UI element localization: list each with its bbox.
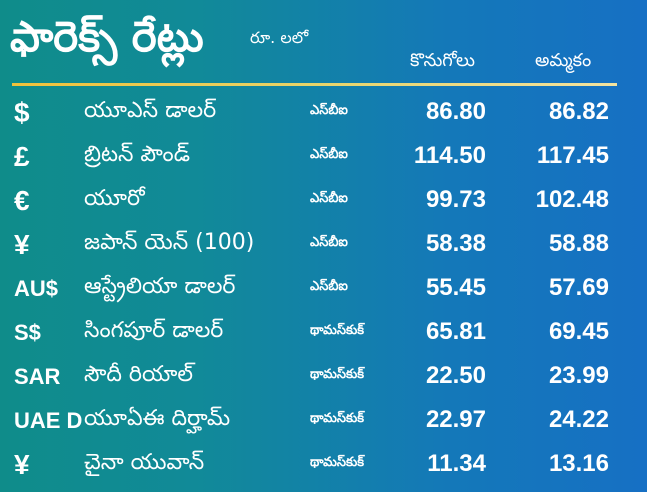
- rate-row-gbp: £ బ్రిటన్ పౌండ్ ఎస్‌బీఐ 114.50 117.45: [0, 138, 647, 182]
- sell-rate: 102.48: [535, 186, 609, 213]
- rate-source: థామస్‌కుక్: [310, 323, 365, 338]
- rate-source: ఎస్‌బీఐ: [310, 235, 348, 250]
- rate-row-cny: ¥ చైనా యువాన్ థామస్‌కుక్ 11.34 13.16: [0, 446, 647, 490]
- currency-name: సౌదీ రియాల్: [84, 362, 193, 387]
- rates-table: $ యూఎస్ డాలర్ ఎస్‌బీఐ 86.80 86.82 £ బ్రి…: [0, 94, 647, 490]
- buy-rate: 99.73: [425, 186, 486, 213]
- currency-name: బ్రిటన్ పౌండ్: [84, 142, 190, 167]
- currency-symbol: £: [14, 141, 30, 172]
- currency-symbol: $: [14, 97, 30, 128]
- buy-rate: 55.45: [425, 274, 486, 301]
- buy-rate: 114.50: [413, 142, 486, 169]
- rate-source: థామస్‌కుక్: [310, 455, 365, 470]
- buy-rate: 65.81: [425, 318, 486, 345]
- currency-symbol: ¥: [14, 229, 30, 260]
- sell-rate: 57.69: [548, 274, 609, 301]
- currency-symbol: €: [14, 185, 30, 216]
- sell-rate: 69.45: [548, 318, 609, 345]
- page-title: ఫారెక్స్ రేట్లు: [10, 12, 204, 61]
- currency-name: జపాన్ యెన్ (100): [84, 230, 255, 255]
- currency-name: యూరో: [84, 186, 145, 211]
- buy-rate: 11.34: [427, 450, 486, 477]
- rate-row-sar: SAR సౌదీ రియాల్ థామస్‌కుక్ 22.50 23.99: [0, 358, 647, 402]
- sell-rate: 58.88: [548, 230, 609, 257]
- rate-source: ఎస్‌బీఐ: [310, 103, 348, 118]
- sell-rate: 117.45: [536, 142, 609, 169]
- currency-name: యూఎస్ డాలర్: [84, 98, 217, 123]
- sell-rate: 24.22: [548, 406, 609, 433]
- buy-rate: 22.50: [425, 362, 486, 389]
- header-divider: [12, 83, 617, 86]
- sell-rate: 13.16: [548, 450, 609, 477]
- currency-name: సింగపూర్ డాలర్: [84, 318, 224, 343]
- rate-row-eur: € యూరో ఎస్‌బీఐ 99.73 102.48: [0, 182, 647, 226]
- rate-row-aed: UAE D యూఏఈ దిర్హామ్ థామస్‌కుక్ 22.97 24.…: [0, 402, 647, 446]
- sell-rate: 86.82: [548, 98, 609, 125]
- currency-symbol: S$: [14, 320, 41, 345]
- currency-name: యూఏఈ దిర్హామ్: [84, 406, 231, 431]
- buy-rate: 58.38: [425, 230, 486, 257]
- buy-rate: 86.80: [425, 98, 486, 125]
- currency-symbol: UAE D: [14, 408, 83, 433]
- buy-column-header: కొనుగోలు: [410, 50, 475, 71]
- rate-row-jpy: ¥ జపాన్ యెన్ (100) ఎస్‌బీఐ 58.38 58.88: [0, 226, 647, 270]
- rate-row-usd: $ యూఎస్ డాలర్ ఎస్‌బీఐ 86.80 86.82: [0, 94, 647, 138]
- rate-source: ఎస్‌బీఐ: [310, 191, 348, 206]
- unit-label: రూ. లలో: [250, 28, 309, 47]
- currency-name: చైనా యువాన్: [84, 450, 205, 475]
- sell-column-header: అమ్మకం: [535, 50, 592, 71]
- currency-symbol: AU$: [14, 276, 59, 301]
- rate-row-sgd: S$ సింగపూర్ డాలర్ థామస్‌కుక్ 65.81 69.45: [0, 314, 647, 358]
- currency-name: ఆస్ట్రేలియా డాలర్: [84, 274, 236, 299]
- buy-rate: 22.97: [425, 406, 486, 433]
- currency-symbol: SAR: [14, 364, 61, 389]
- rate-source: థామస్‌కుక్: [310, 411, 365, 426]
- rate-source: థామస్‌కుక్: [310, 367, 365, 382]
- rate-row-aud: AU$ ఆస్ట్రేలియా డాలర్ ఎస్‌బీఐ 55.45 57.6…: [0, 270, 647, 314]
- currency-symbol: ¥: [14, 449, 30, 480]
- sell-rate: 23.99: [548, 362, 609, 389]
- rate-source: ఎస్‌బీఐ: [310, 147, 348, 162]
- rate-source: ఎస్‌బీఐ: [310, 279, 348, 294]
